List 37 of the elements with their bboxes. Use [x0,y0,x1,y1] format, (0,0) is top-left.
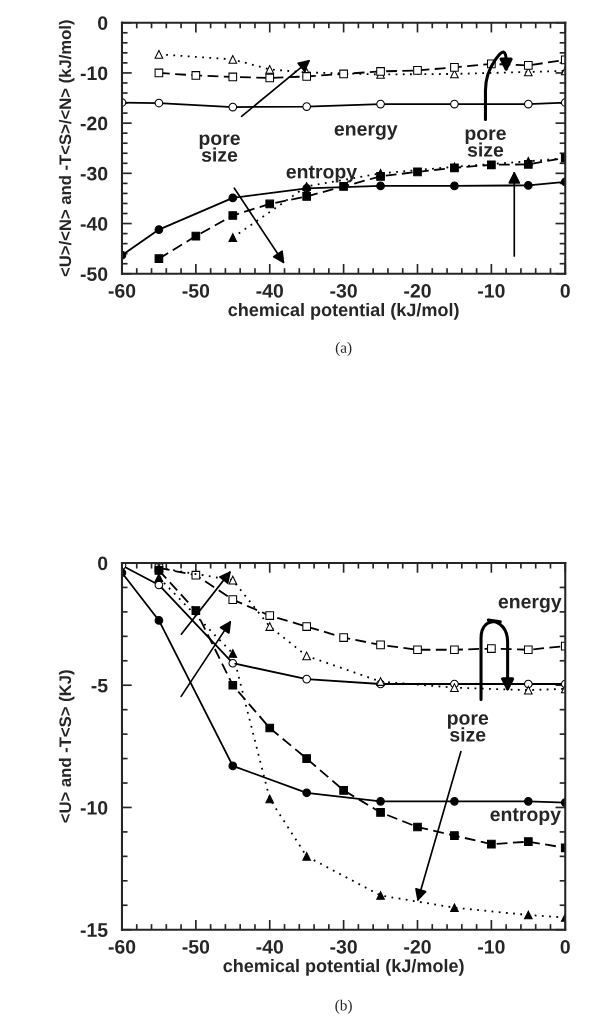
y-tick-label: -5 [91,678,108,693]
y-axis-title: <U> and -T<S> (KJ) [58,670,75,823]
y-tick-label: -40 [80,217,108,231]
x-tick-label: -40 [256,283,283,298]
y-tick-label: 0 [98,16,108,30]
annotation: entropy [490,808,561,826]
y-tick-label: -15 [80,923,108,937]
x-axis-title: chemical potential (kJ/mol) [228,302,459,320]
annotation: pore size [199,134,240,162]
x-tick-label: 0 [560,283,570,298]
y-axis-title: <U>/<N> and -T<S>/<N> (kJ/mol) [58,20,75,277]
annotation: energy [498,597,562,613]
x-tick-label: -20 [404,939,431,954]
x-axis-title: chemical potential (kJ/mole) [223,958,464,976]
y-tick-label: 0 [98,556,108,571]
y-tick-label: -50 [80,267,108,281]
annotation: energy [334,125,398,140]
x-tick-label: -30 [330,283,357,298]
text: (a) [335,342,352,356]
annotation: pore size [465,129,506,157]
x-tick-label: -60 [108,939,136,954]
annotation: entropy [286,165,357,183]
text: (b) [335,999,352,1014]
x-tick-label: -10 [478,283,505,298]
y-tick-label: -20 [80,116,108,131]
x-tick-label: -60 [108,283,136,298]
x-tick-label: -40 [256,939,283,954]
x-tick-label: 0 [560,939,570,954]
annotation: pore size [447,714,489,742]
x-tick-label: -50 [182,939,210,954]
x-tick-label: -20 [404,283,431,298]
y-tick-label: -10 [80,800,108,815]
y-tick-label: -30 [80,166,108,181]
x-tick-label: -10 [478,939,505,954]
x-tick-label: -50 [182,283,210,298]
y-tick-label: -10 [80,66,108,81]
x-tick-label: -30 [330,939,357,954]
